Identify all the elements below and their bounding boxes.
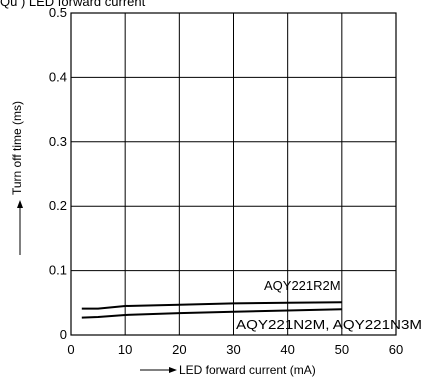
y-axis-arrow-head: [17, 200, 23, 208]
y-tick-label: 0.4: [49, 69, 67, 84]
x-tick-label: 20: [172, 342, 186, 357]
y-tick-label: 0.2: [49, 198, 67, 213]
grid-lines: [70, 12, 397, 336]
y-tick-label: 0.5: [49, 5, 67, 20]
y-tick-label: 0.3: [49, 134, 67, 149]
x-tick-labels: 0 10 20 30 40 50 60: [67, 342, 403, 357]
y-tick-label: 0: [60, 327, 67, 342]
series-label-r2m: AQY221R2M: [264, 278, 341, 293]
x-tick-label: 50: [335, 342, 349, 357]
x-tick-label: 30: [226, 342, 240, 357]
x-tick-label: 40: [280, 342, 294, 357]
y-axis-label-group: Turn off time (ms): [10, 101, 24, 255]
x-axis-label-group: LED forward current (mA): [140, 363, 316, 377]
y-axis-label: Turn off time (ms): [10, 101, 24, 195]
series-lines: [81, 301, 342, 319]
x-tick-label: 0: [67, 342, 74, 357]
x-tick-label: 10: [118, 342, 132, 357]
x-axis-arrow-head: [169, 367, 177, 373]
plot-frame: [70, 12, 397, 336]
series-labels: AQY221R2M AQY221N2M, AQY221N3M: [236, 278, 422, 332]
x-tick-label: 60: [389, 342, 403, 357]
x-axis-label: LED forward current (mA): [179, 363, 316, 377]
series-line-1: [81, 308, 342, 319]
y-tick-labels: 0 0.1 0.2 0.3 0.4 0.5: [49, 5, 67, 342]
y-tick-label: 0.1: [49, 263, 67, 278]
series-label-n2m-n3m: AQY221N2M, AQY221N3M: [236, 317, 422, 332]
chart-title-partial: Qu ) LED forward current: [0, 0, 146, 9]
series-line-0: [81, 301, 342, 310]
